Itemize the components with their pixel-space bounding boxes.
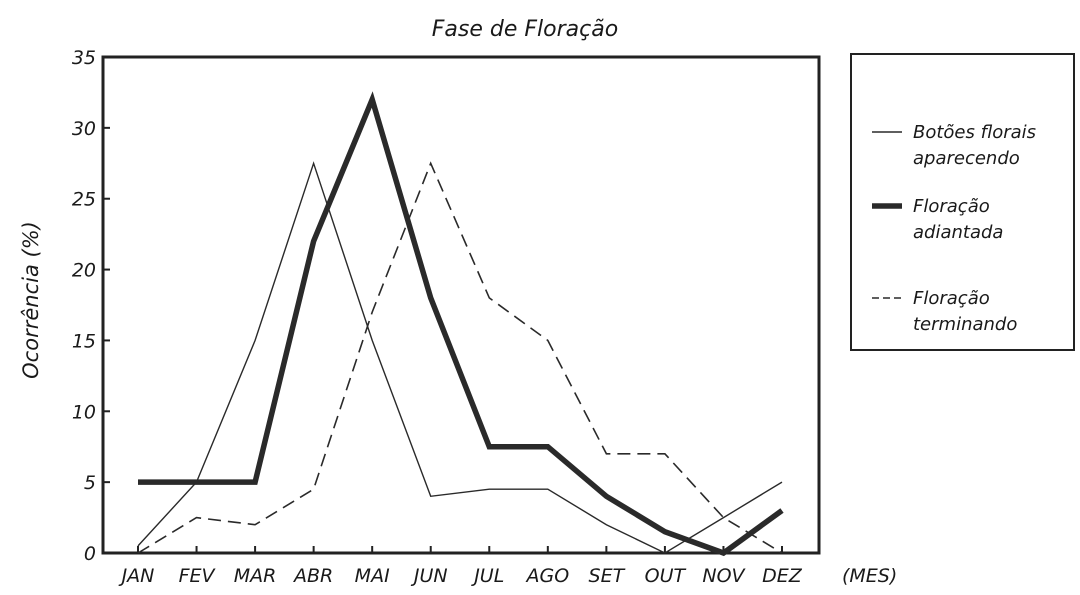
- x-tick-label: MAI: [355, 565, 390, 587]
- y-tick-label: 15: [72, 330, 96, 352]
- y-tick-label: 0: [84, 543, 96, 565]
- series-line-1: [137, 161, 783, 554]
- legend-label-2: Floração adiantada: [913, 196, 1003, 243]
- chart-title: Fase de Floração: [432, 17, 618, 42]
- x-tick-label: DEZ: [762, 565, 803, 587]
- x-axis-label: (MES): [842, 565, 897, 587]
- y-tick-label: 10: [72, 401, 96, 423]
- y-tick-label: 5: [84, 472, 96, 494]
- x-tick-label: OUT: [645, 565, 687, 587]
- x-tick-label: JUL: [470, 565, 504, 587]
- y-tick-label: 25: [72, 189, 96, 211]
- legend-box: [850, 53, 1075, 351]
- series-line-3: [137, 161, 783, 554]
- y-axis-label: Ocorrência (%): [19, 221, 43, 379]
- plot-frame: [101, 55, 821, 555]
- series-line-2: [138, 91, 784, 557]
- x-tick-label: FEV: [179, 565, 217, 587]
- x-tick-label: SET: [589, 565, 626, 587]
- x-tick-label: MAR: [234, 565, 277, 587]
- legend: Botões florais aparecendo Floração adiantad…: [872, 122, 1036, 335]
- y-axis: 0 5 10 15 20 25 30 35: [72, 47, 110, 565]
- x-tick-label: ABR: [292, 565, 333, 587]
- legend-label-1: Botões florais aparecendo: [913, 122, 1036, 169]
- legend-label-3: Floração terminando: [913, 288, 1017, 335]
- y-tick-label: 35: [72, 47, 96, 69]
- series-layer: [137, 91, 784, 557]
- x-tick-label: JUN: [410, 565, 448, 587]
- x-tick-label: AGO: [524, 565, 569, 587]
- y-tick-label: 20: [72, 260, 96, 282]
- x-tick-label: NOV: [702, 565, 746, 587]
- x-axis: JAN FEV MAR ABR MAI JUN JUL AGO SET OUT NOV DEZ: [118, 546, 803, 587]
- y-tick-label: 30: [72, 118, 96, 140]
- x-tick-label: JAN: [118, 565, 155, 587]
